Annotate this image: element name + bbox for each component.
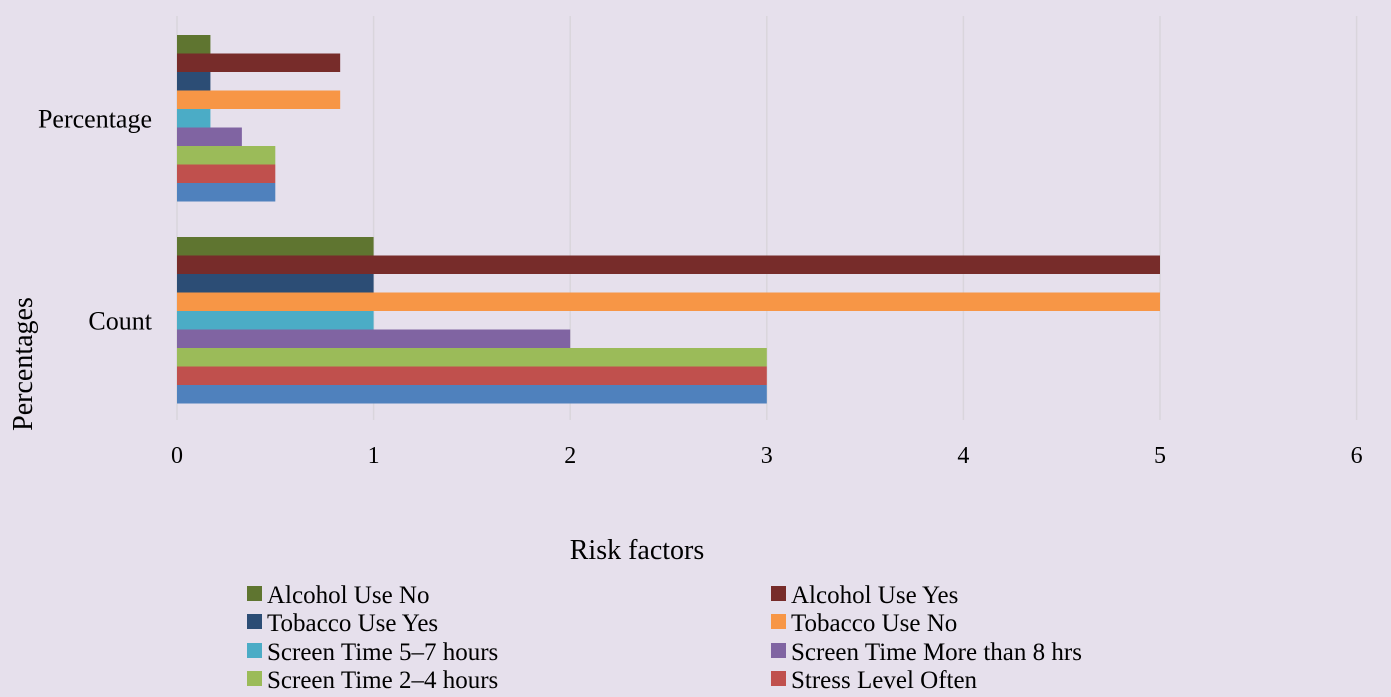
x-axis-title: Risk factors (570, 535, 705, 566)
legend-swatch (771, 614, 786, 629)
legend-entry: Screen Time 2–4 hours (267, 667, 498, 694)
bar (177, 53, 341, 72)
legend-entry: Screen Time More than 8 hrs (791, 639, 1082, 666)
bar (177, 274, 374, 293)
bar (177, 292, 1160, 311)
legend-entry: Tobacco Use No (791, 610, 957, 637)
category-labels: Count Percentage (38, 104, 153, 335)
legend-entry: Screen Time 5–7 hours (267, 639, 498, 666)
legend-entry: Alcohol Use No (267, 582, 429, 609)
bar (177, 90, 341, 109)
bar (177, 35, 211, 54)
bar (177, 237, 374, 256)
legend-entry: Stress Level Often (791, 667, 978, 694)
bar (177, 366, 767, 385)
x-tick-label: 4 (957, 443, 969, 469)
legend-swatch (771, 586, 786, 601)
bar (177, 329, 571, 348)
x-tick-label: 6 (1351, 443, 1363, 469)
x-tick-labels: 0 1 2 3 4 5 6 (171, 443, 1363, 469)
legend-swatch (247, 586, 262, 601)
bars (177, 35, 1160, 404)
bar (177, 183, 276, 202)
bar (177, 109, 211, 128)
category-label: Percentage (38, 104, 152, 133)
bar (177, 127, 242, 146)
x-tick-label: 2 (564, 443, 576, 469)
x-tick-label: 3 (761, 443, 773, 469)
legend-entry: Tobacco Use Yes (267, 610, 438, 637)
category-label: Count (88, 306, 152, 335)
x-tick-label: 1 (368, 443, 380, 469)
bar (177, 348, 767, 367)
legend-swatch (247, 643, 262, 658)
bar (177, 255, 1160, 274)
bar (177, 146, 276, 165)
gridlines (176, 16, 1358, 420)
y-axis-title: Percentages (8, 297, 39, 431)
x-tick-label: 0 (171, 443, 183, 469)
bar (177, 385, 767, 404)
bar (177, 164, 276, 183)
legend-entry: Alcohol Use Yes (791, 582, 958, 609)
legend-swatch (771, 643, 786, 658)
legend-swatch (247, 671, 262, 686)
bar (177, 72, 211, 91)
x-tick-label: 5 (1154, 443, 1166, 469)
legend-swatch (247, 614, 262, 629)
bar (177, 311, 374, 330)
legend-swatch (771, 671, 786, 686)
